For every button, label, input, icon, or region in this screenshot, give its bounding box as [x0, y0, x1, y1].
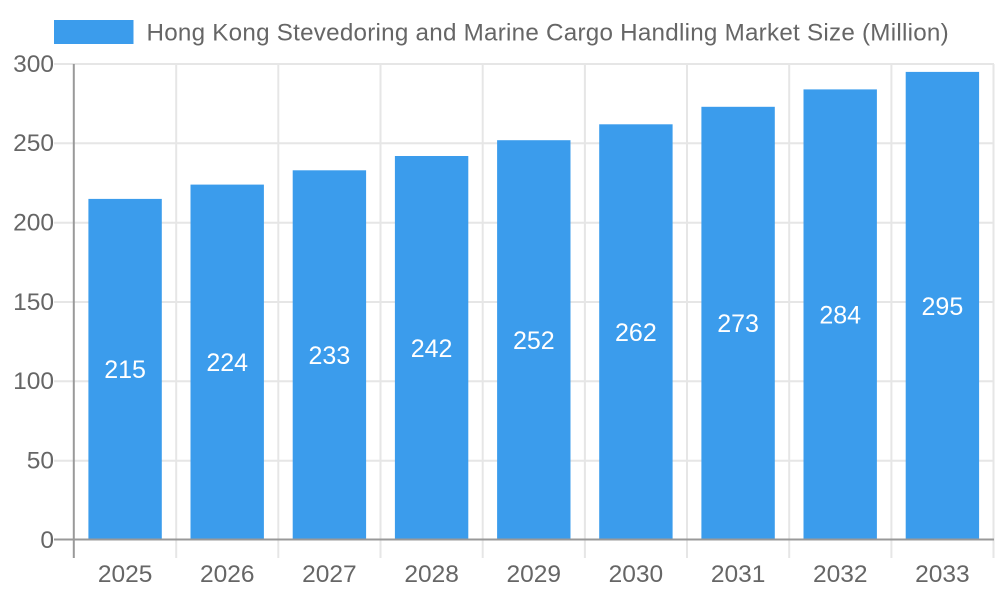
svg-text:Hong Kong Stevedoring and Mari: Hong Kong Stevedoring and Marine Cargo H…: [147, 20, 949, 47]
svg-text:2029: 2029: [507, 561, 562, 588]
svg-text:200: 200: [13, 210, 54, 237]
svg-text:2033: 2033: [915, 561, 970, 588]
svg-text:300: 300: [13, 51, 54, 78]
svg-text:150: 150: [13, 289, 54, 316]
svg-text:2028: 2028: [404, 561, 459, 588]
svg-text:262: 262: [615, 319, 657, 347]
svg-text:50: 50: [27, 448, 54, 475]
svg-text:2030: 2030: [609, 561, 664, 588]
svg-text:224: 224: [206, 349, 248, 377]
svg-text:2031: 2031: [711, 561, 766, 588]
svg-text:2027: 2027: [302, 561, 357, 588]
svg-text:242: 242: [411, 335, 453, 363]
svg-text:100: 100: [13, 368, 54, 395]
svg-text:284: 284: [819, 302, 861, 330]
svg-text:295: 295: [922, 293, 964, 321]
svg-text:2025: 2025: [98, 561, 153, 588]
svg-text:215: 215: [104, 356, 146, 384]
svg-text:252: 252: [513, 327, 555, 355]
svg-text:2026: 2026: [200, 561, 255, 588]
svg-text:0: 0: [40, 527, 54, 554]
svg-text:2032: 2032: [813, 561, 868, 588]
svg-text:250: 250: [13, 130, 54, 157]
svg-text:273: 273: [717, 310, 759, 338]
svg-text:233: 233: [309, 342, 351, 370]
